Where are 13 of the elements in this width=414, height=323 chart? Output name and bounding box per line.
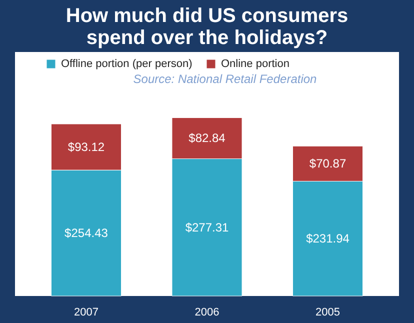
legend-label: Online portion xyxy=(221,58,290,70)
data-label: $82.84 xyxy=(188,131,226,146)
x-tick-label: 2006 xyxy=(194,306,220,318)
source-note: Source: National Retail Federation xyxy=(133,72,318,86)
data-label: $231.94 xyxy=(306,232,350,246)
data-label: $277.31 xyxy=(185,220,230,234)
data-label: $254.43 xyxy=(64,226,108,240)
data-label: $93.12 xyxy=(68,140,105,154)
chart-title: How much did US consumers spend over the holidays? xyxy=(66,5,348,49)
legend-label: Offline portion (per person) xyxy=(61,58,192,70)
data-label: $70.87 xyxy=(309,156,346,171)
x-tick-label: 2007 xyxy=(74,306,98,318)
x-tick-label: 2005 xyxy=(316,306,340,318)
